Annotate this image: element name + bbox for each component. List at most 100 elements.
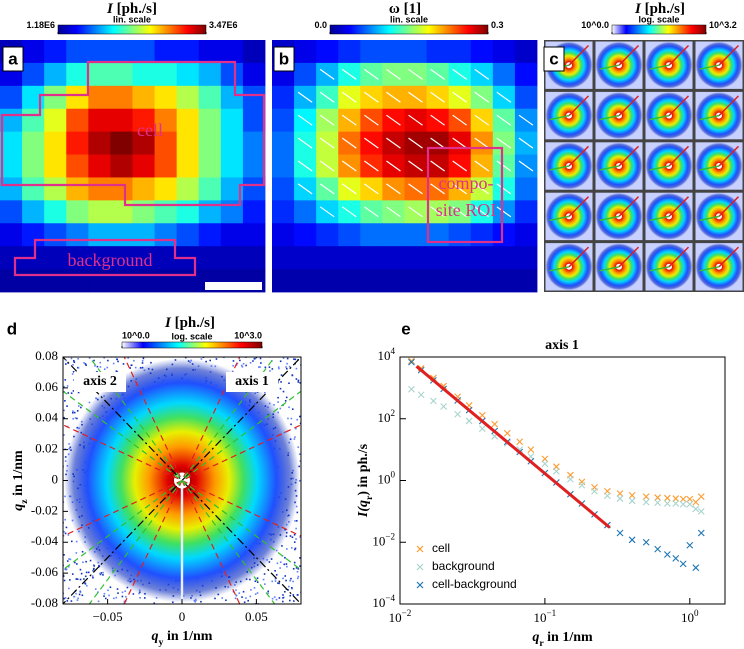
noise-dot — [271, 338, 273, 340]
noise-dot — [289, 535, 292, 537]
noise-dot — [63, 579, 66, 582]
noise-dot — [163, 608, 165, 610]
heatmap-cell — [110, 108, 133, 133]
noise-dot — [337, 427, 339, 429]
noise-dot — [303, 596, 305, 598]
heatmap-cell — [22, 62, 45, 87]
sector-line — [718, 95, 740, 117]
sector-line — [618, 44, 640, 66]
noise-dot — [168, 354, 170, 356]
noise-dot — [342, 452, 344, 454]
noise-dot — [321, 396, 323, 398]
noise-dot — [295, 527, 297, 530]
noise-dot — [70, 392, 73, 395]
noise-dot — [68, 443, 70, 445]
orientation-segment — [518, 137, 534, 149]
noise-dot — [219, 331, 221, 333]
noise-dot — [264, 366, 267, 369]
noise-dot — [290, 547, 293, 549]
noise-dot — [72, 364, 74, 366]
sector-line — [618, 145, 640, 167]
noise-dot — [303, 366, 305, 368]
noise-dot — [166, 609, 168, 611]
noise-dot — [330, 499, 332, 501]
heatmap-cell — [88, 269, 111, 293]
noise-dot — [277, 613, 279, 615]
legend-label: cell — [432, 541, 450, 555]
noise-dot — [336, 523, 338, 525]
noise-dot — [309, 551, 311, 553]
noise-dot — [318, 518, 320, 520]
letter-box — [2, 46, 24, 72]
noise-dot — [50, 403, 52, 405]
heatmap-cell — [132, 154, 155, 178]
noise-dot — [264, 583, 266, 585]
noise-dot — [176, 626, 178, 628]
heatmap-cell — [198, 131, 222, 155]
noise-dot — [308, 552, 310, 554]
heatmap-cell — [22, 131, 45, 155]
noise-dot — [341, 479, 343, 481]
noise-dot — [65, 526, 68, 529]
noise-dot — [28, 463, 30, 465]
noise-dot — [304, 592, 306, 594]
noise-dot — [265, 625, 267, 627]
noise-dot — [339, 526, 341, 528]
noise-dot — [339, 459, 341, 461]
noise-dot — [268, 608, 270, 610]
heatmap-cell — [154, 85, 178, 110]
noise-dot — [318, 443, 320, 445]
heatmap-cell — [382, 269, 405, 293]
heatmap-cell — [110, 85, 133, 110]
noise-dot — [306, 421, 308, 423]
noise-dot — [284, 590, 286, 593]
noise-dot — [215, 358, 218, 360]
noise-dot — [329, 540, 331, 542]
heatmap-cell — [154, 131, 178, 155]
noise-dot — [93, 359, 95, 362]
noise-dot — [125, 620, 127, 622]
noise-dot — [71, 373, 74, 375]
noise-dot — [77, 367, 80, 369]
noise-dot — [23, 428, 25, 430]
orientation-segment — [386, 160, 401, 172]
noise-dot — [75, 606, 77, 608]
noise-dot — [276, 562, 279, 565]
noise-dot — [231, 617, 233, 619]
noise-dot — [324, 555, 326, 557]
noise-dot — [329, 417, 331, 419]
noise-dot — [282, 600, 284, 603]
noise-dot — [217, 315, 219, 317]
noise-dot — [41, 436, 43, 438]
noise-dot — [118, 351, 120, 353]
noise-dot — [83, 347, 85, 349]
noise-dot — [186, 621, 188, 623]
marker — [654, 499, 662, 507]
noise-dot — [309, 455, 311, 457]
noise-dot — [87, 347, 89, 349]
colorbar-tick-label: 10^3.0 — [234, 330, 262, 340]
noise-dot — [27, 512, 29, 514]
noise-dot — [115, 596, 118, 599]
noise-dot — [68, 587, 70, 590]
noise-dot — [341, 478, 343, 480]
noise-dot — [259, 357, 262, 360]
noise-dot — [75, 540, 78, 543]
colorbar-tick-label: 3.47E6 — [209, 20, 238, 30]
noise-dot — [129, 328, 131, 330]
noise-dot — [115, 370, 118, 372]
noise-dot — [313, 418, 315, 420]
noise-dot — [94, 588, 97, 590]
colorbar-title: ω [1] — [389, 1, 421, 17]
noise-dot — [114, 631, 116, 633]
noise-dot — [148, 646, 150, 648]
noise-dot — [111, 345, 113, 347]
noise-dot — [74, 606, 76, 608]
noise-dot — [245, 597, 247, 599]
noise-dot — [299, 536, 301, 538]
noise-dot — [63, 434, 65, 436]
noise-dot — [305, 583, 307, 585]
noise-dot — [240, 364, 243, 367]
noise-dot — [290, 417, 293, 420]
